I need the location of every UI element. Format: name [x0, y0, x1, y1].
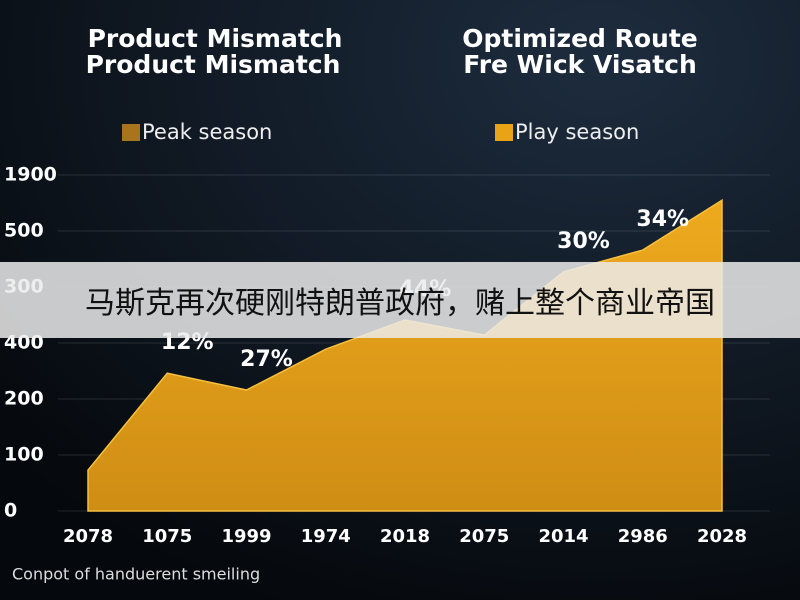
chart-subtitle: Fre Wick Visatch [463, 50, 697, 79]
x-tick-label: 2014 [538, 526, 588, 547]
x-tick-label: 2075 [459, 526, 509, 547]
x-tick-label: 1974 [301, 526, 351, 547]
data-label: 34% [636, 207, 689, 232]
y-tick-label: 1900 [4, 164, 57, 186]
data-label: 27% [240, 347, 293, 372]
banner: 马斯克再次硬刚特朗普政府，赌上整个商业帝国 [0, 262, 800, 338]
chart-subtitle: Optimized Route [462, 24, 698, 53]
x-tick-label: 2028 [697, 526, 747, 547]
chart-title: Product Mismatch [88, 24, 343, 53]
x-tick-label: 2078 [63, 526, 113, 547]
data-label: 30% [557, 229, 610, 254]
legend-swatch [122, 124, 140, 141]
legend-label: Play season [515, 120, 639, 144]
y-tick-label: 200 [4, 388, 44, 410]
y-tick-label: 100 [4, 444, 44, 466]
x-tick-label: 1075 [142, 526, 192, 547]
legend-swatch [495, 124, 513, 141]
chart-title: Product Mismatch [86, 50, 341, 79]
x-tick-label: 2986 [618, 526, 668, 547]
x-tick-label: 2018 [380, 526, 430, 547]
y-tick-label: 0 [4, 500, 17, 522]
x-tick-label: 1999 [221, 526, 271, 547]
y-tick-label: 500 [4, 220, 44, 242]
footer: Conpot of handuerent smeiling [12, 565, 260, 584]
legend-label: Peak season [142, 120, 272, 144]
